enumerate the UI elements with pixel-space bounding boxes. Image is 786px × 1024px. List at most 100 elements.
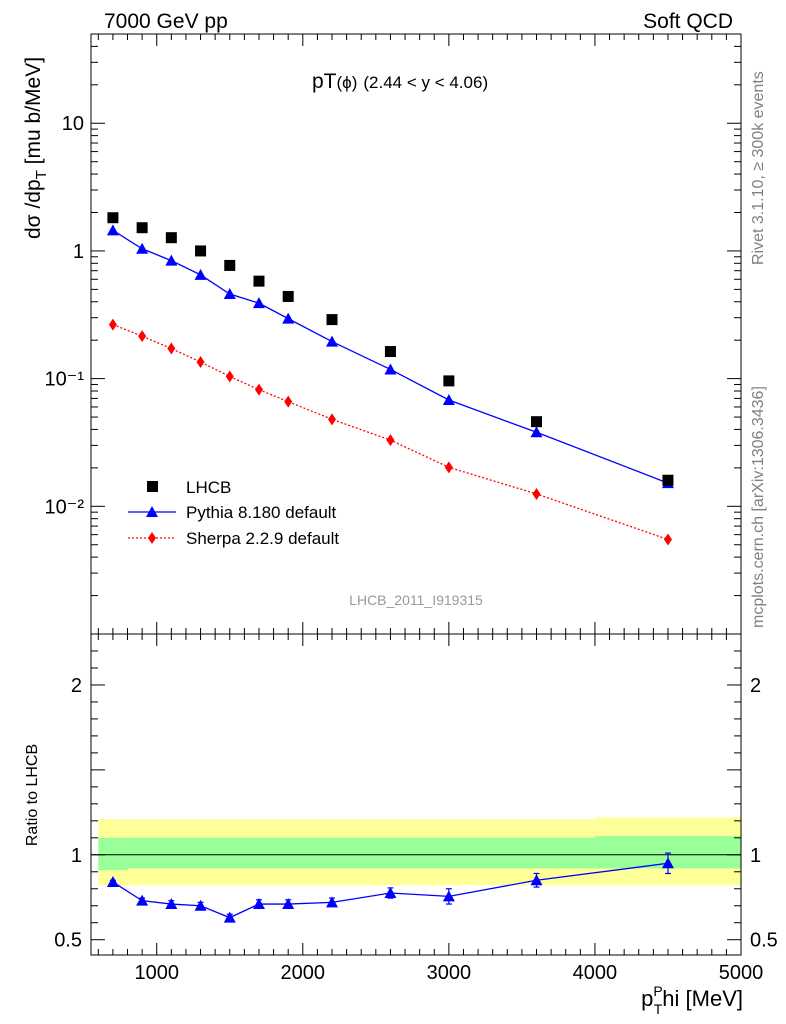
- ratio-pythia-point: [530, 874, 543, 886]
- main-y-tick-label: 1: [73, 241, 84, 263]
- main-panel-ticks: [91, 33, 742, 635]
- legend-label-pythia: Pythia 8.180 default: [186, 503, 337, 522]
- main-y-tick-label: 10⁻²: [45, 496, 85, 518]
- ratio-y-tick-label-left: 2: [71, 675, 82, 697]
- ratio-pythia-point: [384, 887, 397, 899]
- ratio-y-tick-label-right: 0.5: [750, 930, 778, 952]
- lhcb-data-point: [326, 314, 338, 326]
- sherpa-point: [284, 395, 293, 408]
- ratio-pythia-point: [223, 911, 236, 923]
- main-panel: 10⁻² 10⁻¹ 1 10 pT(ϕ) (2.44 < y < 4.06) dσ /d…: [22, 33, 742, 635]
- legend: LHCB Pythia 8.180 default Sherpa 2.2.9 d…: [128, 478, 339, 548]
- x-tick-label: 3000: [427, 962, 472, 984]
- ratio-pythia-point: [106, 875, 119, 887]
- legend-marker-pythia: [146, 506, 158, 517]
- plot-title: pT(ϕ) (2.44 < y < 4.06): [312, 70, 488, 93]
- ratio-pythia-point: [136, 894, 149, 906]
- x-tick-label: 5000: [719, 962, 764, 984]
- x-axis-label: pP Thi [MeV]: [641, 983, 743, 1017]
- sherpa-point: [225, 370, 234, 383]
- ratio-uncertainty-bands: [98, 817, 741, 886]
- lhcb-data-point: [384, 346, 396, 358]
- plot-title-phi: (ϕ): [337, 73, 358, 92]
- x-axis-label-main: p: [641, 986, 653, 1011]
- x-axis-label-sub: T: [654, 1001, 663, 1017]
- ratio-pythia-point: [661, 857, 674, 869]
- sherpa-line: [112, 323, 669, 541]
- main-y-axis-label-sub: T: [33, 170, 50, 179]
- lhcb-data-point: [224, 259, 236, 271]
- lhcb-data-point: [662, 474, 674, 486]
- pythia-point: [252, 297, 265, 309]
- ratio-y-tick-labels: 0.5 0.5 1 1 2 2: [54, 675, 778, 952]
- ratio-pythia-point: [165, 898, 178, 910]
- ratio-pythia-point: [442, 890, 455, 902]
- pythia-point: [282, 312, 295, 324]
- main-y-axis-label-pre: dσ /dp: [22, 179, 45, 239]
- ratio-panel-ticks: [91, 634, 742, 955]
- mcplots-label: mcplots.cern.ch [arXiv:1306.3436]: [750, 386, 767, 628]
- pythia-point: [136, 242, 149, 254]
- pythia-line: [112, 229, 669, 484]
- lhcb-data-point: [195, 245, 207, 257]
- main-y-axis-label: dσ /dpT [mu b/MeV]: [22, 57, 50, 239]
- x-axis-label-tail: hi [MeV]: [662, 986, 743, 1011]
- ratio-pythia-point: [194, 899, 207, 911]
- sherpa-point: [108, 318, 117, 331]
- pythia-point: [384, 363, 397, 375]
- header-energy-label: 7000 GeV pp: [104, 10, 228, 33]
- ratio-y-tick-label-right: 2: [750, 675, 761, 697]
- sherpa-point: [196, 355, 205, 368]
- sherpa-point: [532, 487, 541, 500]
- sherpa-point: [254, 383, 263, 396]
- analysis-id-label: LHCB_2011_I919315: [349, 592, 483, 608]
- x-tick-label: 1000: [134, 962, 179, 984]
- ratio-series: [106, 852, 674, 923]
- legend-marker-sherpa: [148, 532, 156, 544]
- sherpa-point: [386, 434, 395, 447]
- sherpa-point: [663, 533, 672, 546]
- ratio-x-tick-labels: 1000 2000 3000 4000 5000: [134, 962, 763, 984]
- legend-label-sherpa: Sherpa 2.2.9 default: [186, 529, 339, 548]
- ratio-pythia-line: [112, 862, 669, 919]
- ratio-pythia-point: [252, 898, 265, 910]
- ratio-y-tick-label-right: 1: [750, 845, 761, 867]
- plot-title-range: (2.44 < y < 4.06): [363, 73, 488, 92]
- ratio-band-inner: [98, 837, 128, 871]
- lhcb-data-point: [107, 212, 119, 224]
- pythia-point: [326, 335, 339, 347]
- main-series: [106, 212, 674, 546]
- ratio-panel: 0.5 0.5 1 1 2 2 1000 2000 3000 4000 5000 Ratio to…: [24, 633, 778, 1017]
- ratio-panel-frame: [90, 633, 742, 956]
- legend-label-lhcb: LHCB: [186, 478, 231, 497]
- x-tick-label: 4000: [573, 962, 618, 984]
- pythia-point: [530, 426, 543, 438]
- pythia-point: [442, 394, 455, 406]
- pythia-point: [165, 254, 178, 266]
- main-y-axis-label-post: [mu b/MeV]: [22, 57, 45, 170]
- lhcb-data-point: [136, 222, 148, 234]
- main-y-tick-label: 10⁻¹: [45, 369, 85, 391]
- rivet-version-label: Rivet 3.1.10, ≥ 300k events: [750, 71, 767, 265]
- ratio-y-tick-label-left: 1: [71, 845, 82, 867]
- legend-marker-lhcb: [147, 481, 158, 492]
- ratio-pythia-point: [326, 896, 339, 908]
- lhcb-data-point: [443, 375, 455, 387]
- ratio-pythia-point: [282, 898, 295, 910]
- x-axis-label-sup: P: [653, 983, 662, 999]
- ratio-band-inner: [127, 837, 595, 869]
- ratio-y-axis-label: Ratio to LHCB: [24, 744, 41, 846]
- plot-title-main: pT: [312, 70, 337, 93]
- ratio-y-tick-label-left: 0.5: [54, 930, 82, 952]
- pythia-point: [194, 268, 207, 280]
- lhcb-data-point: [531, 416, 543, 428]
- pythia-point: [223, 287, 236, 299]
- main-y-tick-label: 10: [62, 113, 84, 135]
- sherpa-point: [328, 413, 337, 426]
- x-tick-label: 2000: [281, 962, 326, 984]
- lhcb-data-point: [165, 232, 177, 244]
- lhcb-data-point: [282, 290, 294, 302]
- sherpa-point: [167, 342, 176, 355]
- header-category-label: Soft QCD: [643, 10, 733, 33]
